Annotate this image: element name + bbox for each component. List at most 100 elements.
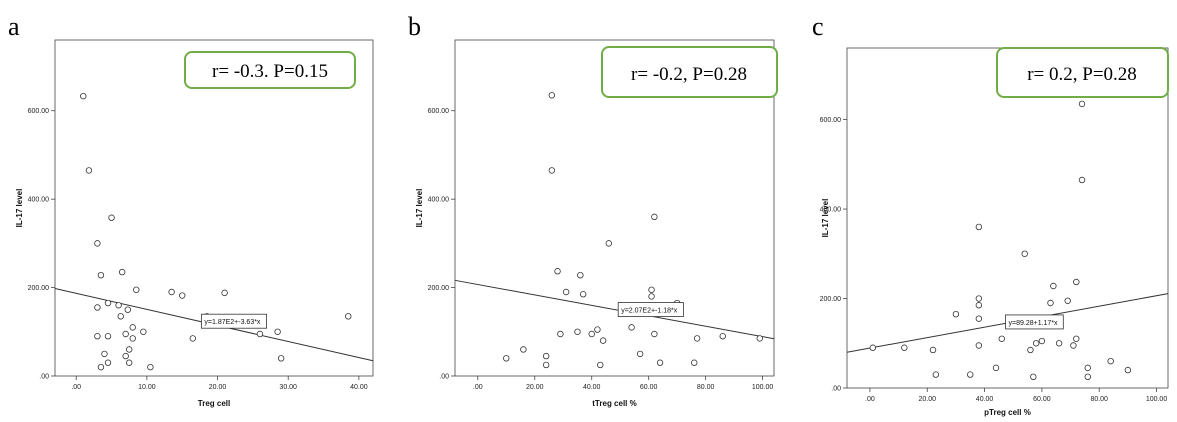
y-tick-label: 200.00	[428, 285, 450, 292]
y-axis-label: IL-17 level	[15, 189, 24, 228]
data-point	[503, 355, 510, 362]
correlation-box	[996, 47, 1169, 98]
data-point	[1078, 176, 1086, 184]
correlation-box	[601, 46, 778, 98]
plot-frame	[846, 47, 1169, 389]
data-point	[952, 310, 960, 318]
y-tick-label: 400.00	[820, 207, 842, 214]
data-point	[975, 223, 983, 231]
data-point	[597, 361, 604, 369]
data-point	[129, 324, 136, 331]
correlation-text: r= 0.2, P=0.28	[1027, 64, 1137, 85]
data-point	[97, 363, 105, 371]
data-point	[1038, 337, 1046, 345]
data-point	[651, 213, 658, 221]
data-point	[628, 324, 635, 331]
data-point	[274, 328, 281, 335]
data-point	[94, 333, 101, 340]
data-point	[1084, 373, 1091, 381]
data-point	[542, 361, 550, 369]
data-point	[1070, 342, 1077, 349]
data-point	[648, 286, 655, 293]
chart-panel-a: a .00 200.00 400.00 600.00 .00 10.00 20.00 30.00…	[0, 0, 390, 422]
y-tick-label: .00	[39, 374, 49, 381]
panel-letter: b	[408, 12, 421, 41]
data-point	[178, 292, 186, 299]
x-tick-label: 80.00	[697, 384, 715, 391]
data-point	[719, 333, 726, 340]
data-point	[967, 371, 974, 378]
data-point	[117, 313, 124, 320]
data-point	[548, 167, 556, 174]
x-tick-label: 80.00	[1090, 396, 1108, 403]
y-tick-label: 400.00	[28, 197, 50, 204]
data-point	[189, 335, 196, 342]
data-point	[932, 371, 940, 378]
data-point	[129, 335, 136, 342]
data-point	[108, 214, 115, 221]
data-point	[520, 346, 527, 353]
data-point	[651, 330, 658, 338]
data-point	[104, 299, 112, 307]
x-tick-label: 10.00	[138, 384, 156, 391]
equation-box	[1005, 314, 1064, 330]
data-point	[1107, 357, 1114, 365]
data-point	[168, 288, 175, 296]
data-point	[1064, 297, 1071, 304]
x-tick-label: 40.00	[583, 384, 601, 391]
data-point	[125, 359, 133, 366]
data-point	[1124, 366, 1132, 374]
data-point	[1084, 364, 1091, 372]
data-point	[1055, 340, 1063, 347]
y-tick-label: .00	[439, 374, 449, 381]
data-point	[94, 304, 101, 311]
data-point	[975, 315, 983, 322]
data-point	[345, 313, 352, 320]
data-point	[579, 291, 587, 298]
data-point	[574, 328, 581, 335]
data-point	[975, 342, 983, 349]
x-tick-label: 40.00	[350, 384, 368, 391]
data-point	[124, 306, 131, 313]
x-tick-label: 40.00	[976, 396, 994, 403]
data-point	[636, 350, 644, 358]
y-tick-label: 400.00	[428, 197, 450, 204]
data-point	[869, 344, 876, 351]
data-point	[1047, 299, 1054, 307]
x-tick-label: 20.00	[526, 384, 544, 391]
data-point	[277, 355, 285, 362]
x-tick-label: 60.00	[1033, 396, 1051, 403]
data-point	[998, 335, 1005, 342]
data-point	[691, 359, 698, 366]
plot-frame	[54, 39, 374, 377]
data-point	[1032, 340, 1040, 347]
x-tick-label: .00	[473, 384, 483, 391]
data-point	[605, 240, 613, 247]
data-point	[557, 330, 564, 338]
correlation-text: r= -0.3. P=0.15	[212, 61, 328, 82]
y-tick-label: .00	[831, 386, 841, 393]
x-tick-label: 30.00	[279, 384, 297, 391]
data-point	[588, 330, 595, 338]
data-point	[577, 272, 584, 279]
data-point	[125, 346, 133, 353]
data-point	[562, 288, 570, 296]
x-tick-label: 60.00	[640, 384, 658, 391]
scatter-chart-a: a .00 200.00 400.00 600.00 .00 10.00 20.00 30.00…	[8, 12, 374, 408]
correlation-text: r= -0.2, P=0.28	[631, 64, 747, 85]
x-axis-label: tTreg cell %	[592, 399, 636, 408]
x-tick-label: .00	[71, 384, 81, 391]
equation-label: y=1.87E2+-3.63*x	[204, 319, 261, 326]
chart-panel-c: c .00 200.00 400.00 600.00 .00 20.00 40.00 60.00…	[800, 0, 1177, 422]
scatter-chart-c: c .00 200.00 400.00 600.00 .00 20.00 40.00 60.00…	[812, 12, 1169, 417]
data-point	[975, 302, 983, 309]
y-axis-label: IL-17 level	[821, 199, 830, 238]
data-point	[118, 268, 126, 276]
data-point	[256, 330, 264, 338]
data-point	[1030, 373, 1037, 381]
data-point	[1073, 335, 1080, 342]
data-point	[929, 346, 937, 354]
x-tick-label: 100.00	[1146, 396, 1168, 403]
data-point	[599, 337, 607, 344]
data-point	[147, 363, 154, 371]
